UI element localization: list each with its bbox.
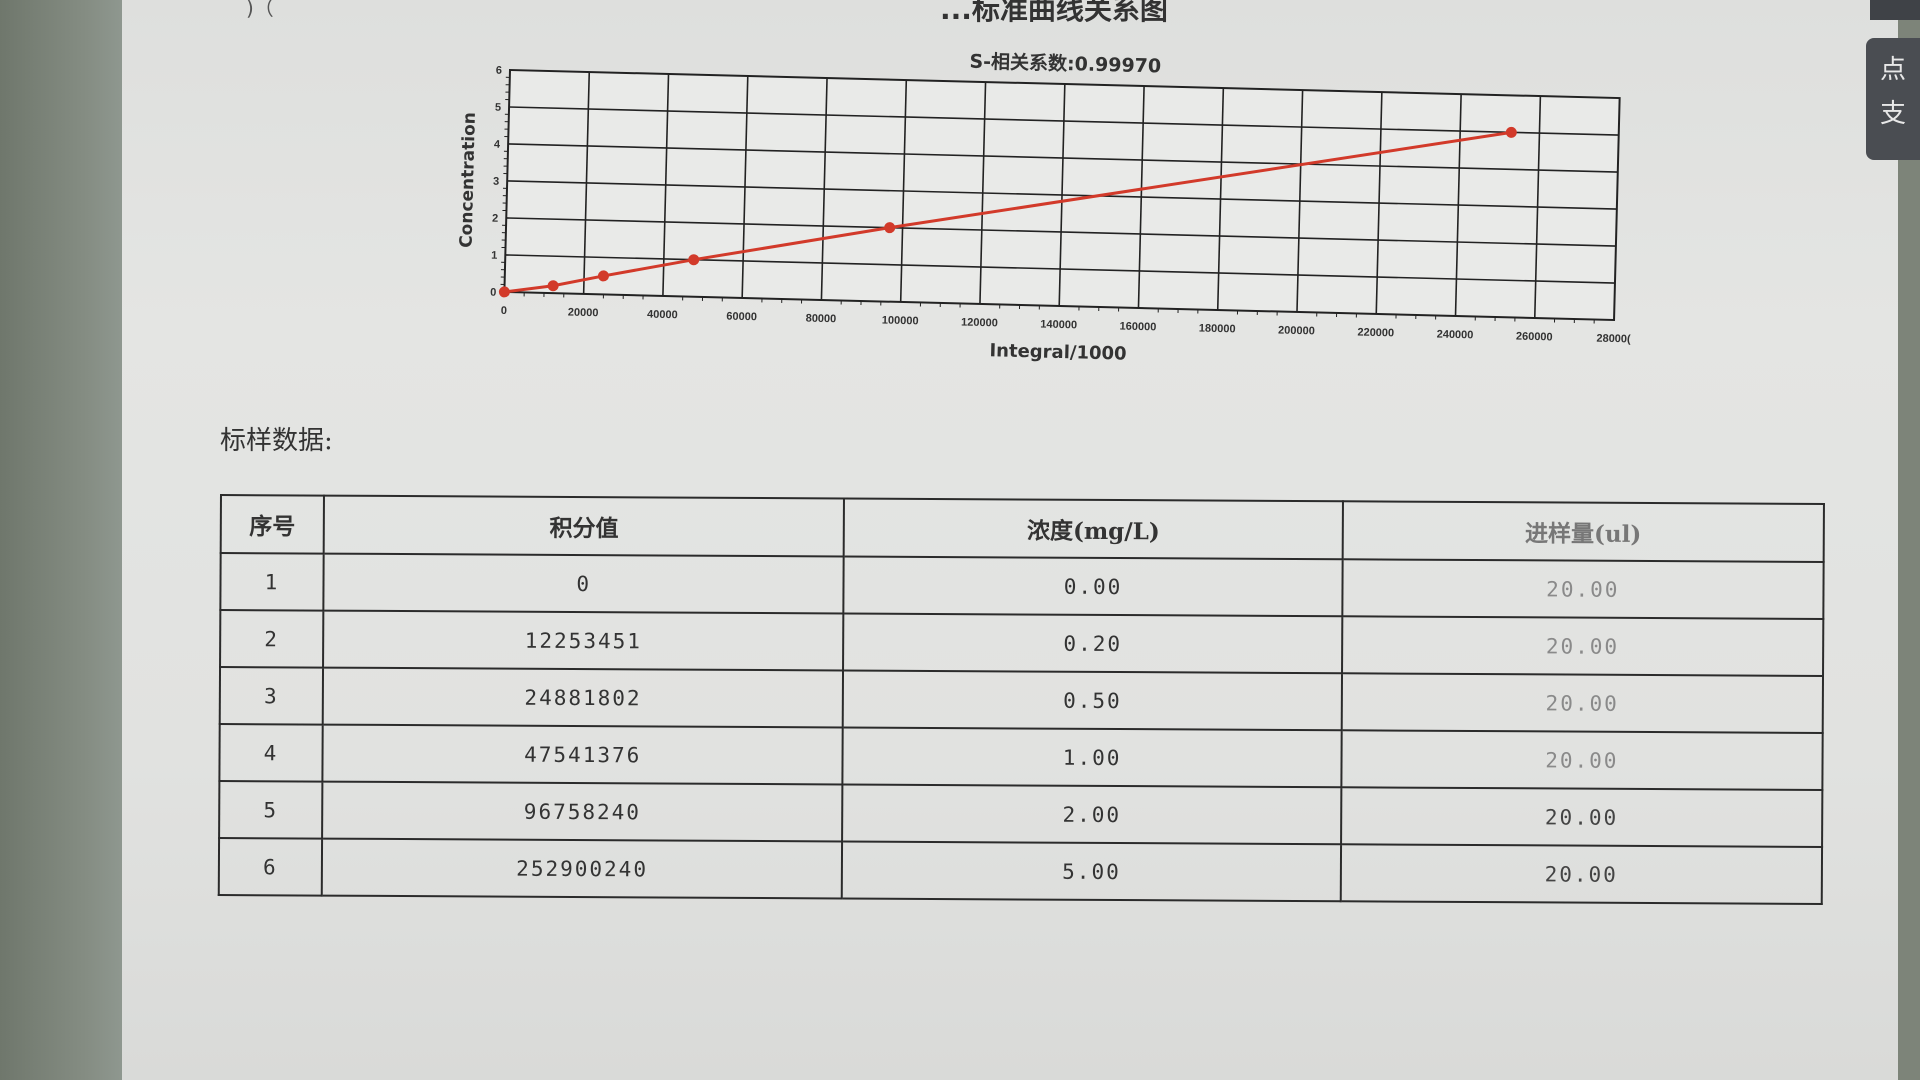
data-point [688,254,700,266]
grid-line-horizontal [509,106,1619,136]
x-tick-label: 220000 [1357,327,1394,340]
x-tick-label: 40000 [647,309,678,322]
x-tick-label: 20000 [568,307,599,320]
cell-index: 5 [219,781,323,839]
y-tick-label: 5 [495,102,501,114]
cell-index: 6 [218,838,322,896]
header-concentration: 浓度(mg/L) [844,498,1343,560]
series-line [504,130,1512,294]
y-axis-label: Concentration [456,112,479,248]
x-tick-label: 0 [501,305,507,317]
table-row: 2 12253451 0.20 20.00 [220,610,1824,676]
data-point [498,286,510,298]
cell-injection-volume: 20.00 [1341,730,1823,790]
table-row: 3 24881802 0.50 20.00 [219,667,1824,733]
y-tick-label: 3 [493,176,499,188]
page-heading: ...标准曲线关系图 [940,0,1168,26]
cell-integral: 96758240 [321,781,843,842]
x-tick-label: 60000 [726,311,757,324]
table-row: 5 96758240 2.00 20.00 [219,781,1823,847]
table-row: 6 252900240 5.00 20.00 [218,838,1823,904]
y-tick-label: 0 [490,287,496,299]
calibration-chart: 0 20000 40000 60000 80000 100000 120000 140000 1… [456,50,1631,365]
x-axis-label: Integral/1000 [989,340,1127,364]
cell-injection-volume: 20.00 [1340,787,1823,847]
chart-root: 0 20000 40000 60000 80000 100000 120000 140000 1… [456,50,1631,365]
x-tick-label: 28000( [1596,333,1631,346]
y-tick-label: 6 [496,65,502,77]
cell-injection-volume: 20.00 [1342,559,1824,619]
x-tick-label: 140000 [1040,319,1077,332]
cell-index: 4 [219,724,323,782]
cell-integral: 24881802 [322,667,844,728]
x-tick-label: 240000 [1437,329,1474,342]
cell-index: 1 [220,553,324,611]
table-body: 1 0 0.00 20.00 2 12253451 0.20 20.00 3 24881802 0.… [218,553,1824,904]
header-index: 序号 [220,495,324,554]
window-edge [1870,0,1920,20]
x-tick-label: 180000 [1199,323,1236,336]
data-point [884,222,896,234]
x-tick-label: 80000 [805,313,836,326]
header-injection-volume: 进样量(ul) [1342,501,1824,562]
x-tick-label: 160000 [1119,321,1156,334]
sample-data-table: 序号 积分值 浓度(mg/L) 进样量(ul) 1 0 0.00 20.00 2 1225345… [218,494,1825,905]
cell-index: 2 [220,610,324,668]
cell-concentration: 0.50 [843,670,1342,731]
cell-injection-volume: 20.00 [1340,844,1823,904]
data-point [597,270,609,282]
cell-concentration: 0.00 [843,556,1343,617]
x-tick-label: 120000 [961,316,998,329]
table-row: 1 0 0.00 20.00 [220,553,1824,619]
data-point [547,280,559,292]
x-tick-label: 100000 [882,314,919,327]
table-header-row: 序号 积分值 浓度(mg/L) 进样量(ul) [220,495,1824,562]
cell-concentration: 5.00 [842,841,1341,902]
side-panel-text-1: 点 [1880,55,1907,85]
grid-line-horizontal [507,180,1617,210]
data-point [1505,126,1517,138]
x-tick-label: 200000 [1278,325,1315,338]
sample-data-label: 标样数据: [220,426,333,456]
cell-index: 3 [219,667,323,725]
cell-injection-volume: 20.00 [1341,673,1824,733]
cell-integral: 12253451 [322,610,844,671]
cell-concentration: 1.00 [842,727,1342,788]
table-row: 4 47541376 1.00 20.00 [219,724,1823,790]
cell-integral: 252900240 [321,838,843,899]
cell-integral: 0 [323,553,845,614]
side-panel[interactable]: 点 支 [1866,38,1920,160]
x-tick-label: 260000 [1516,331,1553,344]
page-top-mark: )（ [246,0,274,20]
side-panel-text-2: 支 [1880,99,1907,129]
grid-line-horizontal [508,143,1618,173]
y-tick-label: 4 [494,139,501,151]
desk-background [0,0,124,1080]
grid-line-horizontal [506,217,1616,247]
chart-title: S-相关系数:0.99970 [969,50,1161,78]
cell-concentration: 2.00 [842,784,1342,845]
cell-integral: 47541376 [322,724,844,785]
header-integral: 积分值 [323,495,845,557]
y-tick-label: 2 [492,213,498,225]
cell-injection-volume: 20.00 [1341,616,1824,676]
cell-concentration: 0.20 [843,613,1343,674]
y-tick-label: 1 [491,250,497,262]
